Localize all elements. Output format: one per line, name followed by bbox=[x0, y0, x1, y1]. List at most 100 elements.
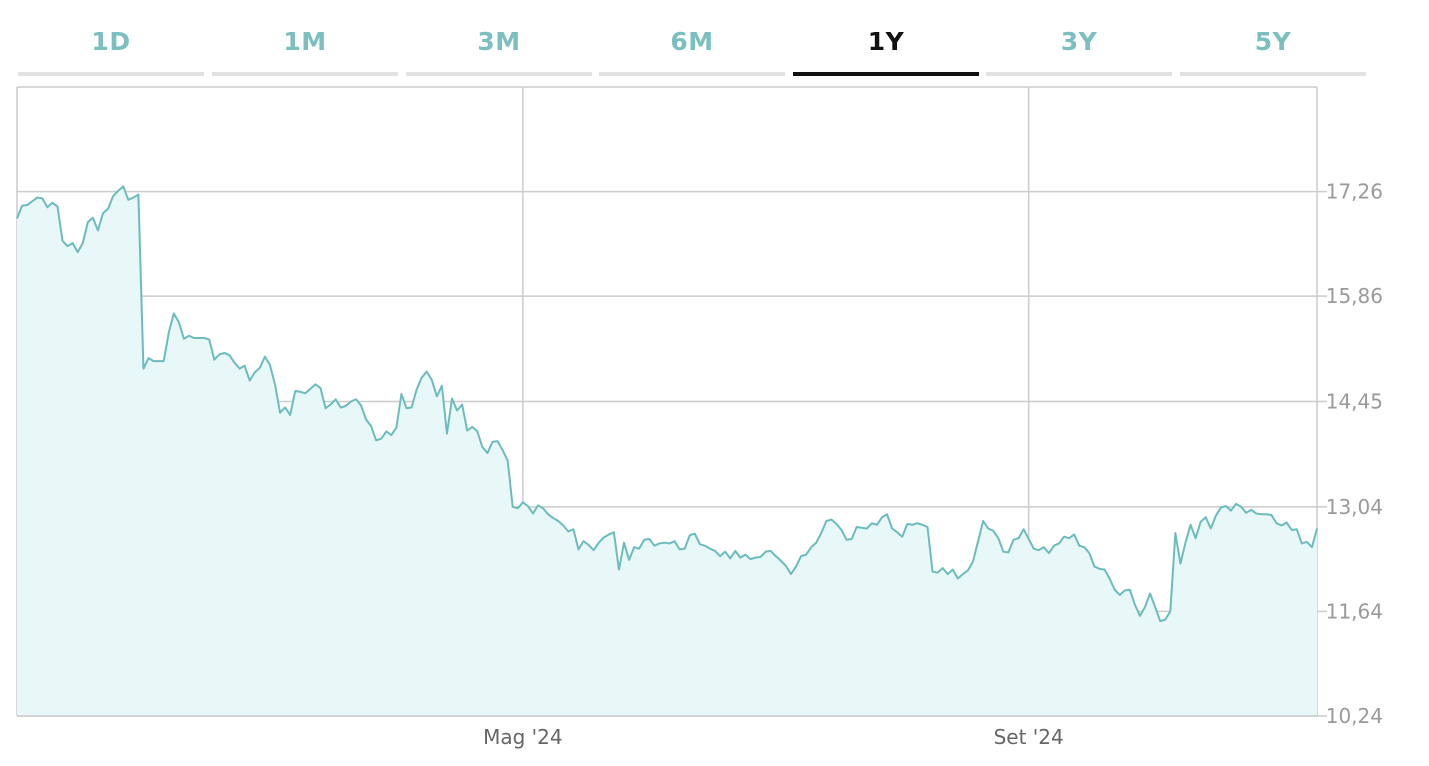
data-point bbox=[1023, 528, 1025, 530]
data-point bbox=[304, 392, 306, 394]
data-point bbox=[517, 507, 519, 509]
x-tick-label: Mag '24 bbox=[483, 725, 563, 749]
y-tick-label: 14,45 bbox=[1326, 390, 1383, 414]
data-point bbox=[972, 560, 974, 562]
tab-underline bbox=[406, 72, 592, 76]
data-point bbox=[921, 524, 923, 526]
data-point bbox=[259, 367, 261, 369]
data-point bbox=[385, 430, 387, 432]
data-point bbox=[805, 554, 807, 556]
data-point bbox=[714, 550, 716, 552]
data-point bbox=[572, 528, 574, 530]
data-point bbox=[244, 365, 246, 367]
data-point bbox=[739, 557, 741, 559]
data-point bbox=[345, 405, 347, 407]
data-point bbox=[314, 383, 316, 385]
period-tabs: 1D 1M 3M 6M 1Y 3Y 5Y bbox=[18, 0, 1373, 76]
data-point bbox=[562, 525, 564, 527]
data-point bbox=[132, 197, 134, 199]
tab-label: 1Y bbox=[867, 27, 905, 56]
data-point bbox=[497, 440, 499, 442]
data-point bbox=[451, 398, 453, 400]
data-point bbox=[709, 548, 711, 550]
data-point bbox=[689, 534, 691, 536]
data-point bbox=[992, 530, 994, 532]
data-point bbox=[62, 240, 64, 242]
data-point bbox=[441, 385, 443, 387]
data-point bbox=[158, 360, 160, 362]
data-point bbox=[153, 360, 155, 362]
data-point bbox=[249, 380, 251, 382]
data-point bbox=[1114, 589, 1116, 591]
data-point bbox=[502, 449, 504, 451]
data-point bbox=[87, 221, 89, 223]
data-point bbox=[148, 357, 150, 359]
data-point bbox=[800, 555, 802, 557]
data-point bbox=[168, 332, 170, 334]
data-point bbox=[365, 418, 367, 420]
tab-1d[interactable]: 1D bbox=[18, 0, 204, 76]
tab-underline bbox=[18, 72, 204, 76]
data-point bbox=[522, 501, 524, 503]
data-point bbox=[851, 538, 853, 540]
data-point bbox=[982, 520, 984, 522]
data-point bbox=[669, 542, 671, 544]
data-point bbox=[537, 504, 539, 506]
tab-label: 1M bbox=[283, 27, 327, 56]
tab-underline bbox=[599, 72, 785, 76]
data-point bbox=[107, 208, 109, 210]
data-point bbox=[1002, 551, 1004, 553]
data-point bbox=[765, 551, 767, 553]
data-point bbox=[112, 195, 114, 197]
data-point bbox=[416, 389, 418, 391]
data-point bbox=[486, 452, 488, 454]
data-point bbox=[927, 526, 929, 528]
data-point bbox=[380, 438, 382, 440]
data-point bbox=[932, 571, 934, 573]
data-point bbox=[284, 406, 286, 408]
data-point bbox=[1301, 542, 1303, 544]
data-point bbox=[638, 548, 640, 550]
data-point bbox=[163, 360, 165, 362]
data-point bbox=[699, 543, 701, 545]
data-point bbox=[603, 536, 605, 538]
data-point bbox=[623, 542, 625, 544]
data-point bbox=[947, 573, 949, 575]
data-point bbox=[694, 533, 696, 535]
data-point bbox=[1058, 542, 1060, 544]
tab-6m[interactable]: 6M bbox=[599, 0, 785, 76]
data-point bbox=[208, 339, 210, 341]
data-point bbox=[1119, 594, 1121, 596]
data-point bbox=[193, 337, 195, 339]
data-point bbox=[795, 566, 797, 568]
data-point bbox=[704, 545, 706, 547]
data-point bbox=[137, 194, 139, 196]
data-point bbox=[405, 407, 407, 409]
data-point bbox=[1028, 538, 1030, 540]
data-point bbox=[320, 387, 322, 389]
data-point bbox=[400, 393, 402, 395]
data-point bbox=[481, 446, 483, 448]
data-point bbox=[16, 217, 18, 219]
tab-3y[interactable]: 3Y bbox=[986, 0, 1172, 76]
data-point bbox=[1190, 524, 1192, 526]
x-tick-label: Set '24 bbox=[994, 725, 1064, 749]
data-point bbox=[1033, 548, 1035, 550]
data-point bbox=[835, 523, 837, 525]
tab-1y[interactable]: 1Y bbox=[793, 0, 979, 76]
data-point bbox=[1169, 610, 1171, 612]
data-point bbox=[31, 200, 33, 202]
data-point bbox=[967, 569, 969, 571]
data-point bbox=[1139, 615, 1141, 617]
data-point bbox=[1306, 541, 1308, 543]
data-point bbox=[360, 404, 362, 406]
data-point bbox=[896, 531, 898, 533]
data-point bbox=[1184, 542, 1186, 544]
data-point bbox=[36, 197, 38, 199]
tab-5y[interactable]: 5Y bbox=[1180, 0, 1366, 76]
data-point bbox=[567, 530, 569, 532]
tab-underline bbox=[212, 72, 398, 76]
tab-3m[interactable]: 3M bbox=[406, 0, 592, 76]
tab-1m[interactable]: 1M bbox=[212, 0, 398, 76]
